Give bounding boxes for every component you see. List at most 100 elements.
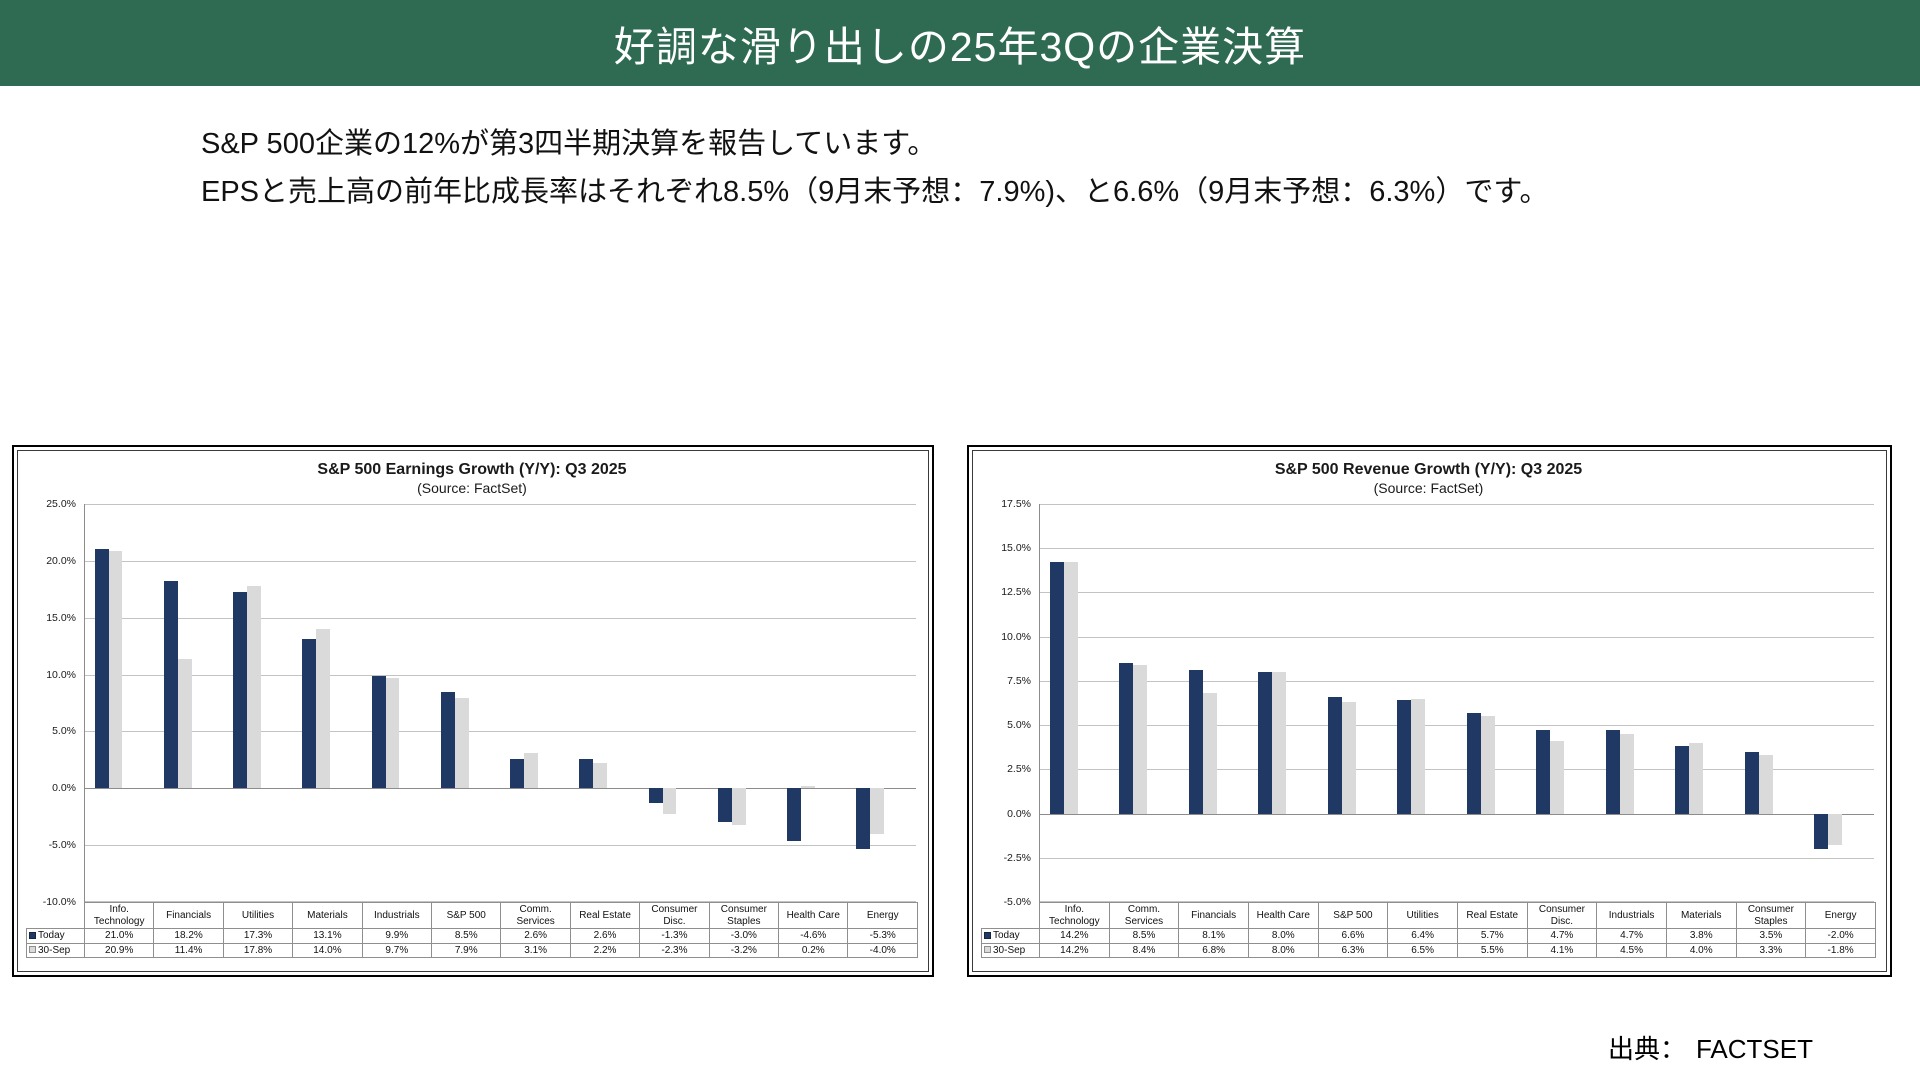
table-value-cell: -1.8% — [1805, 942, 1876, 958]
legend-cell: Today — [26, 928, 85, 944]
slide-header: 好調な滑り出しの25年3Qの企業決算 — [0, 0, 1920, 86]
table-value-cell: -2.3% — [639, 942, 710, 958]
data-table: Info. Technology Comm. Services Financials… — [981, 902, 1876, 958]
table-value-cell: -4.6% — [778, 928, 849, 944]
earnings-growth-chart: S&P 500 Earnings Growth (Y/Y): Q3 2025 (… — [12, 445, 934, 977]
category-column — [1179, 504, 1249, 902]
y-axis-tick-label: 25.0% — [46, 498, 76, 510]
bar-today — [1049, 562, 1064, 814]
table-header-cell: Info. Technology — [83, 902, 155, 929]
legend-swatch-30-sep — [984, 946, 991, 954]
revenue-growth-chart: S&P 500 Revenue Growth (Y/Y): Q3 2025 (S… — [967, 445, 1892, 977]
bar-30-sep — [1550, 741, 1565, 814]
bar-30-sep — [1202, 693, 1217, 814]
bar-today — [440, 691, 455, 789]
y-axis-tick-label: 20.0% — [46, 554, 76, 567]
category-column — [1457, 504, 1527, 902]
bar-today — [1814, 813, 1829, 849]
y-axis-tick-label: 10.0% — [1001, 630, 1031, 643]
table-value-cell: 4.0% — [1665, 942, 1737, 958]
table-header-cell: Real Estate — [1456, 902, 1528, 929]
table-value-cell: 14.0% — [292, 942, 363, 958]
table-value-cell: 6.3% — [1317, 942, 1389, 958]
bar-30-sep — [593, 763, 608, 789]
table-value-cell: 14.2% — [1039, 942, 1110, 958]
y-axis-tick-label: 17.5% — [1001, 498, 1031, 510]
table-header-cell: Utilities — [222, 902, 294, 929]
bar-30-sep — [870, 788, 885, 834]
bar-today — [579, 758, 594, 789]
table-value-cell: -2.0% — [1805, 928, 1876, 944]
category-column — [431, 504, 500, 902]
table-header-cell: Consumer Disc. — [639, 902, 710, 929]
bar-today — [648, 788, 663, 804]
y-axis-tick-label: 15.0% — [1001, 542, 1031, 555]
gridline — [1039, 769, 1874, 771]
bar-today — [371, 675, 386, 789]
category-column — [1249, 504, 1319, 902]
earnings-growth-chart-area: S&P 500 Earnings Growth (Y/Y): Q3 2025 (… — [17, 450, 929, 972]
table-value-cell: 4.1% — [1526, 942, 1598, 958]
source-value: FACTSET — [1695, 1034, 1813, 1064]
table-value-cell: 2.6% — [500, 928, 571, 944]
table-value-cell: 2.6% — [569, 928, 641, 944]
gridline — [1039, 857, 1874, 859]
bar-30-sep — [1411, 698, 1426, 814]
revenue-growth-chart-area: S&P 500 Revenue Growth (Y/Y): Q3 2025 (S… — [972, 450, 1887, 972]
table-corner-cell — [981, 902, 1040, 929]
table-header-cell: Consumer Disc. — [1526, 902, 1598, 929]
bar-today — [233, 591, 248, 789]
category-column — [362, 504, 431, 902]
table-value-cell: 17.8% — [222, 942, 294, 958]
chart-subtitle: (Source: FactSet) — [1373, 480, 1484, 496]
legend-cell: Today — [981, 928, 1040, 944]
chart-title: S&P 500 Revenue Growth (Y/Y): Q3 2025 — [1274, 461, 1583, 478]
plot-columns — [85, 504, 916, 902]
category-column — [1110, 504, 1180, 902]
category-column — [1527, 504, 1597, 902]
bar-30-sep — [1272, 672, 1287, 814]
gridline — [1039, 548, 1874, 550]
table-value-cell: 17.3% — [222, 928, 294, 944]
table-value-cell: 8.0% — [1247, 942, 1319, 958]
bar-30-sep — [1619, 733, 1634, 814]
bar-30-sep — [247, 585, 261, 789]
table-header-cell: Utilities — [1387, 902, 1458, 929]
bar-30-sep — [1133, 664, 1148, 814]
category-column — [1596, 504, 1666, 902]
gridline — [84, 674, 916, 676]
category-column — [778, 504, 847, 902]
table-header-cell: Comm. Services — [500, 902, 571, 929]
table-header-cell: Energy — [1805, 902, 1876, 929]
category-column — [708, 504, 777, 902]
table-value-cell: -3.0% — [708, 928, 780, 944]
y-axis-tick-label: 10.0% — [46, 668, 76, 681]
bar-today — [510, 758, 525, 789]
data-table: Info. Technology Financials Utilities Mater… — [26, 902, 918, 958]
table-header-cell: Health Care — [778, 902, 849, 929]
legend-cell: 30-Sep — [26, 942, 85, 958]
table-value-cell: 3.3% — [1735, 942, 1807, 958]
source-label: 出典： — [1607, 1034, 1686, 1064]
y-axis-tick-label: -5.0% — [48, 839, 76, 852]
gridline — [1039, 901, 1874, 902]
table-value-cell: 8.0% — [1247, 928, 1319, 944]
bar-today — [1536, 730, 1551, 814]
y-axis-tick-label: 0.0% — [1007, 807, 1031, 820]
bar-today — [1188, 670, 1203, 814]
category-column — [1735, 504, 1805, 902]
table-header-cell: Comm. Services — [1108, 902, 1180, 929]
bar-30-sep — [1063, 562, 1078, 814]
category-column — [501, 504, 570, 902]
bar-today — [163, 581, 178, 789]
table-header-cell: Financials — [153, 902, 224, 929]
source-attribution: 出典： FACTSET — [1608, 1029, 1813, 1066]
table-series-row: 30-Sep 14.2% 8.4% 6.8% 8.0% 6.3% 6.5% 5.5% 4.1% 4… — [981, 942, 1876, 958]
gridline — [1039, 680, 1874, 682]
table-value-cell: 5.5% — [1456, 942, 1528, 958]
bar-today — [1466, 712, 1481, 814]
table-header-row: Info. Technology Financials Utilities Mater… — [26, 902, 918, 929]
table-series-row: 30-Sep 20.9% 11.4% 17.8% 14.0% 9.7% 7.9% 3.1% 2.… — [26, 942, 918, 958]
y-axis-tick-label: 5.0% — [52, 725, 76, 738]
